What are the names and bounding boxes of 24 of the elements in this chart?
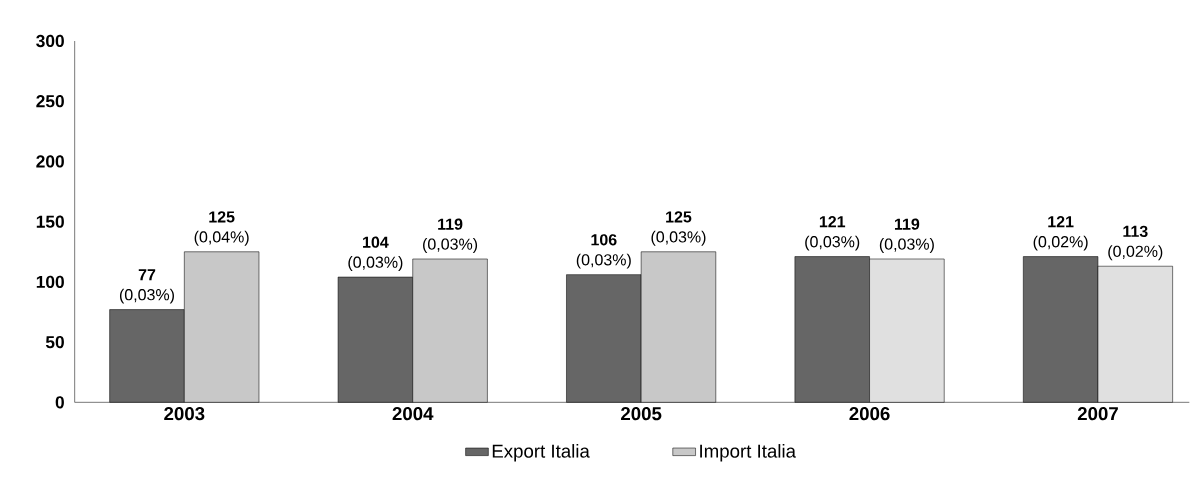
x-tick-label: 2007	[1077, 407, 1118, 421]
data-label: 113 (0,02%)	[1108, 225, 1163, 261]
y-tick-label: 300	[36, 34, 64, 48]
legend-label: Import Italia	[700, 444, 796, 462]
data-label: 121 (0,03%)	[805, 216, 860, 251]
y-tick-label: 100	[36, 275, 64, 289]
data-label: 77 (0,03%)	[119, 269, 174, 304]
legend-label: Export Italia	[492, 444, 590, 462]
x-tick-label: 2006	[849, 407, 890, 421]
data-label: 125 (0,03%)	[651, 211, 706, 246]
y-tick-label: 50	[45, 335, 64, 349]
data-label: 119 (0,03%)	[879, 218, 934, 253]
y-tick-label: 250	[36, 95, 64, 108]
data-label: 106 (0,03%)	[576, 234, 631, 269]
x-tick-label: 2005	[621, 407, 662, 421]
x-tick-label: 2004	[392, 407, 434, 421]
y-tick-label: 0	[55, 396, 64, 409]
y-tick-label: 200	[36, 155, 64, 168]
data-label: 104 (0,03%)	[348, 236, 403, 272]
data-label: 119 (0,03%)	[423, 218, 478, 253]
x-tick-label: 2003	[164, 407, 205, 421]
data-label: 125 (0,04%)	[194, 211, 249, 246]
y-tick-label: 150	[36, 215, 64, 228]
data-label: 121 (0,02%)	[1033, 216, 1088, 251]
